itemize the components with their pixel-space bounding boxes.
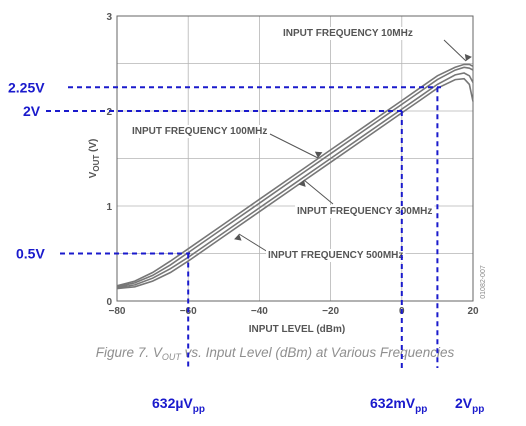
series-lines bbox=[116, 63, 474, 290]
y-tick-label: 2 bbox=[106, 107, 112, 118]
x-tick-label: 20 bbox=[467, 306, 479, 317]
x-axis-label: INPUT LEVEL (dBm) bbox=[249, 324, 345, 335]
hline-callout: 2V bbox=[23, 103, 41, 119]
series-label-background bbox=[130, 125, 270, 138]
series-label-leader bbox=[443, 39, 467, 62]
series-label-leader bbox=[269, 133, 319, 159]
y-tick-label: 0 bbox=[106, 297, 112, 308]
series-label-background bbox=[281, 27, 415, 40]
y-tick-label: 1 bbox=[106, 202, 112, 213]
plot-frame bbox=[116, 15, 474, 302]
hline-callout: 2.25V bbox=[8, 79, 45, 95]
leader-arrowhead bbox=[314, 151, 323, 158]
series-label: INPUT FREQUENCY 100MHz bbox=[132, 126, 267, 137]
series-label-background bbox=[295, 205, 435, 218]
series-label-leader bbox=[238, 233, 269, 253]
series-label-background bbox=[266, 249, 406, 262]
series-label: INPUT FREQUENCY 500MHz bbox=[268, 250, 403, 261]
series-label-leader bbox=[303, 179, 334, 205]
series-label: INPUT FREQUENCY 10MHz bbox=[283, 28, 413, 39]
series-label: INPUT FREQUENCY 300MHz bbox=[297, 206, 432, 217]
x-axis-ticks: −80−60−40−20020 bbox=[109, 306, 479, 317]
annotations: 2.25V 2V 0.5V 632µVpp 632mVpp 2Vpp bbox=[8, 79, 484, 415]
series-line bbox=[116, 72, 474, 289]
y-axis-label: VOUT (V) bbox=[88, 139, 101, 179]
series-line bbox=[116, 66, 474, 288]
x-tick-label: −80 bbox=[109, 306, 126, 317]
hline-callout: 0.5V bbox=[16, 246, 45, 262]
vline-callout: 632mVpp bbox=[370, 395, 427, 415]
vline-callout: 2Vpp bbox=[455, 395, 484, 415]
vline-callout: 632µVpp bbox=[152, 395, 205, 415]
x-tick-label: −20 bbox=[322, 306, 339, 317]
leader-arrowhead bbox=[298, 180, 306, 187]
y-axis-ticks: 0 1 2 3 bbox=[106, 12, 112, 308]
series-labels: INPUT FREQUENCY 10MHz INPUT FREQUENCY 100… bbox=[130, 27, 472, 262]
x-tick-label: −40 bbox=[251, 306, 268, 317]
figure-caption: Figure 7. VOUT vs. Input Level (dBm) at … bbox=[96, 345, 455, 362]
leader-arrowhead bbox=[464, 54, 472, 61]
series-line bbox=[116, 77, 474, 290]
leader-arrowhead bbox=[234, 234, 242, 241]
series-line bbox=[116, 63, 474, 287]
figure-code: 01082-007 bbox=[480, 265, 487, 299]
y-tick-label: 3 bbox=[106, 12, 112, 23]
